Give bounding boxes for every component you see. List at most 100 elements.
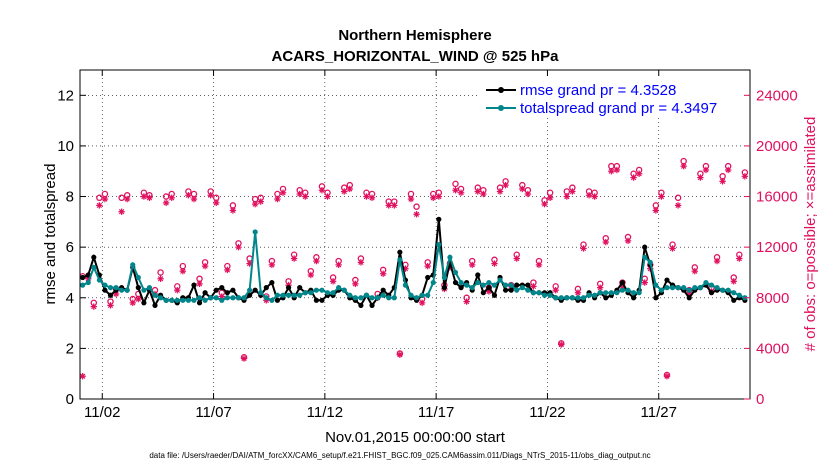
rmse-point [91, 254, 97, 260]
star-stroke [586, 192, 592, 198]
obs-assimilated-marker [224, 266, 231, 274]
obs-assimilated-marker [296, 190, 303, 198]
series-lines [80, 216, 748, 308]
rmse-point [380, 287, 386, 293]
rmse-point [514, 282, 520, 288]
obs-assimilated-marker [162, 199, 170, 207]
obs-assimilated-marker [413, 211, 420, 218]
totalspread-point [163, 297, 169, 303]
totalspread-point [297, 292, 303, 298]
obs-assimilated-marker [363, 193, 370, 200]
totalspread-point [669, 285, 676, 291]
totalspread-point [625, 287, 631, 293]
rmse-point [102, 287, 108, 293]
obs-assimilated-marker [530, 283, 537, 290]
star-stroke [391, 202, 397, 209]
totalspread-point [174, 297, 180, 303]
y-right-tick-label: 16000 [756, 189, 798, 206]
rmse-point [313, 297, 319, 303]
star-stroke [397, 352, 403, 358]
rmse-point [397, 249, 403, 255]
star-stroke [731, 278, 737, 284]
totalspread-point [564, 295, 570, 301]
obs-assimilated-marker [519, 185, 526, 193]
totalspread-point [447, 254, 453, 260]
data-file-footnote: data file: /Users/raeder/DAI/ATM_forcXX/… [149, 451, 650, 460]
star-stroke [653, 207, 659, 214]
totalspread-point [614, 290, 620, 296]
obs-assimilated-marker [491, 260, 498, 267]
totalspread-point [319, 287, 325, 293]
obs-assimilated-marker [496, 188, 504, 195]
obs-assimilated-marker [96, 202, 103, 209]
totalspread-point [247, 287, 253, 293]
rmse-point [731, 297, 737, 303]
obs-assimilated-marker [346, 185, 353, 193]
obs-assimilated-marker [185, 192, 192, 199]
star-stroke [603, 239, 609, 245]
star-stroke [330, 278, 336, 284]
star-stroke [196, 281, 203, 287]
legend-rmse-label: rmse grand pr = 4.3528 [520, 82, 676, 99]
totalspread-point [152, 292, 158, 298]
star-stroke [297, 191, 303, 197]
totalspread-point [363, 292, 370, 298]
obs-assimilated-marker [502, 181, 509, 189]
rmse-point [664, 277, 670, 283]
obs-assimilated-marker [352, 280, 359, 288]
obs-possible-marker [118, 194, 125, 202]
rmse-point [196, 300, 203, 306]
obs-assimilated-marker [268, 261, 276, 269]
totalspread-point [452, 269, 459, 276]
totalspread-point [313, 287, 319, 293]
obs-assimilated-marker [235, 243, 242, 251]
rmse-point [202, 290, 208, 296]
totalspread-point [458, 279, 464, 286]
obs-assimilated-marker [179, 267, 187, 275]
star-stroke [274, 196, 281, 202]
star-stroke [703, 167, 709, 173]
rmse-point [358, 302, 364, 308]
obs-assimilated-marker [697, 174, 704, 181]
rmse-point [247, 292, 253, 298]
obs-possible-marker [413, 203, 420, 210]
totalspread-point [514, 287, 520, 293]
rmse-point [502, 287, 509, 293]
obs-assimilated-marker [680, 162, 687, 170]
totalspread-point [263, 295, 269, 301]
totalspread-point [241, 295, 247, 301]
totalspread-point [619, 287, 626, 293]
obs-assimilated-marker [569, 188, 576, 195]
totalspread-point [720, 287, 726, 293]
obs-assimilated-marker [574, 289, 582, 296]
star-stroke [408, 196, 414, 202]
star-stroke [291, 255, 297, 262]
obs-assimilated-marker [724, 166, 732, 174]
star-stroke [313, 258, 320, 264]
obs-assimilated-marker [541, 200, 548, 208]
star-stroke [302, 193, 308, 200]
obs-assimilated-marker [452, 187, 459, 194]
totalspread-point [731, 290, 737, 296]
x-tick-label: 11/12 [307, 404, 343, 421]
totalspread-point [430, 279, 436, 286]
star-stroke [107, 302, 114, 309]
star-stroke [185, 192, 192, 198]
obs-assimilated-marker [396, 351, 404, 358]
obs-assimilated-marker [190, 195, 198, 203]
star-stroke [380, 271, 386, 277]
totalspread-point [358, 295, 364, 301]
star-stroke [692, 268, 698, 274]
totalspread-point [341, 287, 347, 293]
totalspread-point [502, 282, 509, 288]
star-stroke [536, 262, 542, 268]
obs-assimilated-marker [435, 193, 443, 200]
obs-assimilated-marker [736, 255, 743, 262]
obs-possible-marker [96, 194, 103, 202]
rmse-point [436, 216, 442, 222]
star-stroke [502, 182, 509, 188]
obs-assimilated-marker [546, 194, 554, 202]
totalspread-point [441, 274, 447, 281]
obs-assimilated-marker [379, 270, 387, 277]
